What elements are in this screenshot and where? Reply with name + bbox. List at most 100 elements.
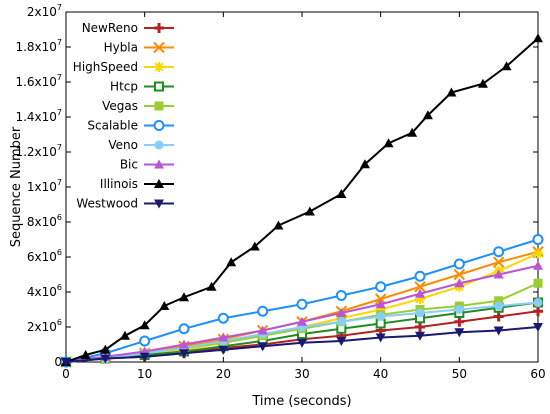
data-point-newreno	[415, 322, 425, 332]
data-point-scalable	[178, 323, 190, 335]
data-point-veno	[494, 301, 504, 311]
data-point-veno	[336, 317, 346, 327]
legend-entry-veno: Veno	[108, 138, 174, 152]
x-tick-label: 30	[294, 367, 309, 381]
legend-label-highspeed: HighSpeed	[73, 60, 138, 74]
data-point-veno	[376, 312, 386, 321]
y-tick-label: 1.2x107	[15, 143, 62, 159]
legend-marker-bic	[154, 159, 164, 169]
data-point-hybla	[414, 281, 426, 293]
data-point-illinois	[120, 330, 130, 340]
data-point-westwood	[179, 349, 189, 359]
y-tick-exponent: 7	[57, 73, 62, 82]
data-point-bic	[336, 308, 347, 317]
data-point-illinois	[80, 350, 91, 359]
x-tick-label: 60	[530, 367, 545, 381]
data-point-westwood	[454, 328, 465, 338]
x-tick-label: 0	[62, 367, 70, 381]
data-point-bic	[415, 288, 425, 298]
y-tick-label: 2x107	[27, 3, 62, 19]
data-point-scalable	[453, 258, 465, 270]
data-point-illinois	[273, 220, 284, 230]
data-point-westwood	[257, 342, 268, 352]
legend-marker-highspeed	[154, 62, 164, 72]
legend-entry-highspeed: HighSpeed	[73, 60, 174, 74]
legend-marker-scalable	[153, 120, 165, 131]
data-point-westwood	[139, 352, 150, 362]
data-point-bic	[375, 299, 386, 309]
legend-marker-vegas	[154, 101, 164, 111]
y-tick-base: 2x10	[27, 5, 57, 19]
data-point-scalable	[375, 281, 387, 293]
data-point-scalable	[414, 270, 426, 282]
series-westwood	[61, 323, 543, 367]
data-point-veno	[533, 298, 543, 307]
y-tick-exponent: 6	[57, 248, 62, 257]
y-tick-exponent: 6	[57, 318, 62, 327]
y-tick-base: 0	[54, 355, 62, 369]
y-tick-exponent: 6	[57, 213, 62, 222]
data-point-illinois	[477, 78, 488, 88]
data-point-illinois	[501, 61, 512, 71]
y-tick-base: 6x10	[27, 250, 57, 264]
x-tick-label: 20	[216, 367, 231, 381]
legend-label-hybla: Hybla	[104, 41, 138, 55]
data-point-illinois	[533, 33, 543, 43]
y-tick-base: 4x10	[27, 285, 57, 299]
data-point-westwood	[336, 337, 347, 346]
y-tick-label: 8x106	[27, 213, 62, 229]
data-point-veno	[415, 308, 425, 318]
data-point-illinois	[226, 257, 237, 267]
data-point-hybla	[492, 256, 505, 268]
data-point-scalable	[257, 305, 269, 317]
y-tick-label: 4x106	[27, 283, 62, 299]
y-tick-exponent: 7	[57, 38, 62, 47]
data-point-bic	[257, 325, 268, 335]
data-point-highspeed	[533, 248, 543, 259]
data-point-bic	[297, 316, 307, 326]
legend-entry-scalable: Scalable	[87, 119, 174, 133]
y-tick-label: 1.8x107	[15, 38, 62, 54]
data-point-illinois	[139, 320, 150, 330]
x-axis: 0 10 20 30 40 50 60	[62, 12, 546, 381]
data-point-westwood	[61, 358, 71, 367]
y-axis-title: Sequence Number	[9, 126, 24, 247]
data-point-illinois	[359, 159, 370, 169]
data-point-westwood	[297, 338, 307, 348]
legend-marker-veno	[154, 140, 164, 150]
data-point-bic	[218, 332, 229, 342]
legend-entry-westwood: Westwood	[76, 197, 174, 211]
y-tick-exponent: 7	[57, 178, 62, 187]
y-tick-base: 1.8x10	[15, 40, 56, 54]
y-tick-exponent: 7	[57, 3, 62, 12]
data-point-illinois	[336, 189, 347, 198]
y-tick-exponent: 7	[57, 143, 62, 152]
legend-label-veno: Veno	[108, 138, 138, 152]
data-point-hybla	[453, 268, 466, 281]
legend-entry-bic: Bic	[120, 158, 174, 172]
legend-label-illinois: Illinois	[100, 177, 138, 191]
legend-entry-newreno: NewReno	[82, 21, 174, 35]
y-tick-base: 2x10	[27, 320, 57, 334]
data-point-scalable	[296, 298, 308, 310]
data-point-illinois	[249, 241, 260, 251]
y-tick-exponent: 6	[57, 283, 62, 292]
data-point-illinois	[383, 138, 394, 148]
data-point-illinois	[304, 206, 315, 216]
legend-marker-htcp	[154, 81, 164, 92]
y-tick-exponent: 7	[57, 108, 62, 117]
y-tick-base: 8x10	[27, 215, 57, 229]
y-tick-label: 6x106	[27, 248, 62, 264]
data-point-westwood	[375, 333, 386, 343]
data-point-bic	[493, 269, 504, 279]
data-point-westwood	[493, 326, 504, 336]
data-point-scalable	[335, 290, 347, 301]
x-tick-label: 40	[373, 367, 388, 381]
data-point-scalable	[493, 246, 505, 258]
data-point-scalable	[139, 335, 151, 347]
legend-marker-hybla	[153, 41, 165, 54]
y-axis: 02x1064x1066x1068x1061x1071.2x1071.4x107…	[15, 3, 538, 369]
legend-label-newreno: NewReno	[82, 21, 138, 35]
y-tick-label: 1.6x107	[15, 73, 62, 89]
